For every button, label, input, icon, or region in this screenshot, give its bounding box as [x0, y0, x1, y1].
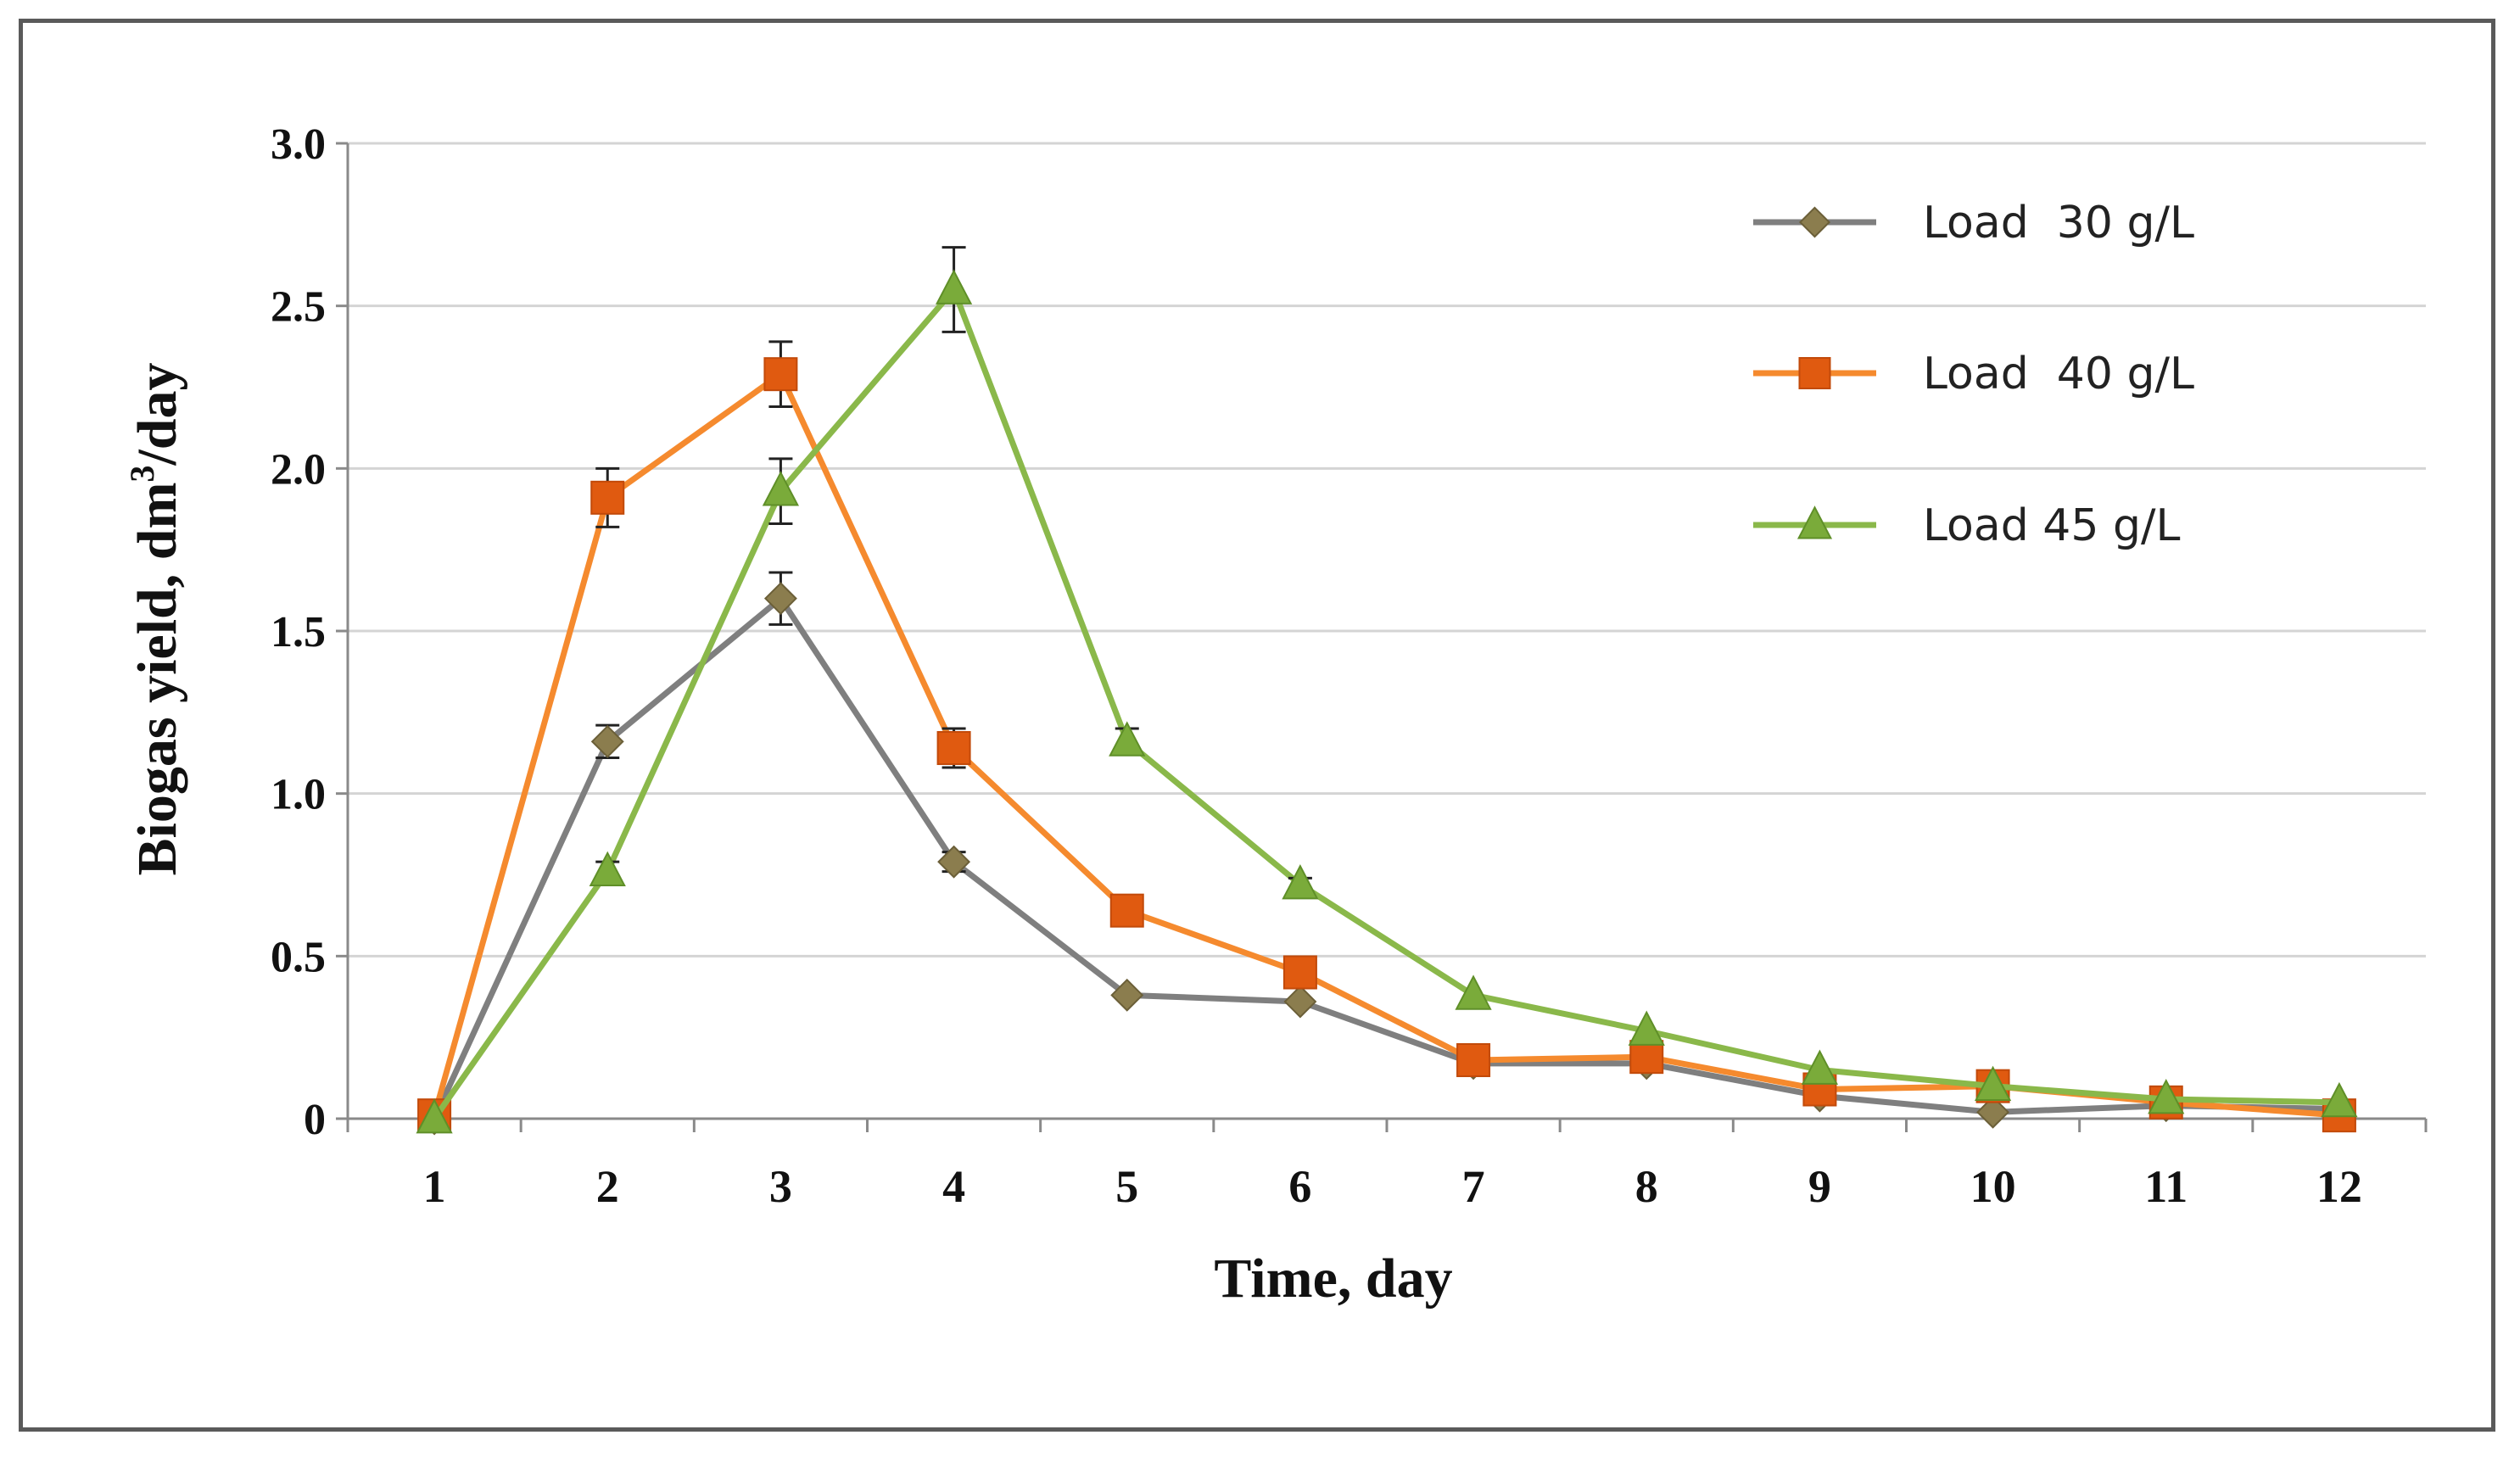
data-point-3-9: [1801, 1049, 1839, 1085]
x-tick-label-11: 11: [2144, 1161, 2188, 1212]
x-tick-label-2: 2: [596, 1161, 619, 1212]
data-point-2-3: [763, 357, 798, 392]
x-tick-label-9: 9: [1808, 1161, 1831, 1212]
y-tick-label-6: 3.0: [271, 120, 326, 169]
y-tick-label-4: 2.0: [271, 445, 326, 494]
y-axis-title-end: /day: [126, 363, 188, 466]
data-point-2-4: [936, 731, 971, 765]
legend-item-3: Load 45 g/L: [1753, 500, 2180, 551]
legend-marker-2: [1798, 357, 1831, 389]
series-line-2: [431, 371, 2340, 1119]
y-tick-label-3: 1.5: [271, 608, 326, 656]
data-point-1-2: [590, 724, 624, 758]
legend-label-3: Load 45 g/L: [1923, 500, 2180, 551]
x-tick-label-5: 5: [1115, 1161, 1138, 1212]
x-tick-label-1: 1: [423, 1161, 446, 1212]
data-point-1-4: [937, 845, 971, 879]
series-3: [416, 246, 2358, 1134]
series-line-1: [431, 595, 2339, 1120]
gridlines: [348, 142, 2426, 958]
legend-item-1: Load 30 g/L: [1753, 198, 2194, 248]
x-tick-label-6: 6: [1288, 1161, 1311, 1212]
y-tick-label-5: 2.5: [271, 283, 326, 332]
legend: Load 30 g/L Load 40 g/L Load 45 g/L: [1753, 198, 2194, 551]
series-layer: [416, 246, 2358, 1136]
data-point-3-6: [1282, 863, 1319, 900]
y-tick-label-1: 0.5: [271, 933, 326, 981]
data-point-3-1: [416, 1097, 453, 1134]
data-point-1-10: [1976, 1095, 2010, 1129]
x-tick-label-8: 8: [1635, 1161, 1658, 1212]
x-tick-label-12: 12: [2316, 1161, 2362, 1212]
series-line-3: [432, 287, 2339, 1121]
series-1: [417, 571, 2356, 1136]
data-point-1-5: [1110, 978, 1144, 1012]
chart-frame: 0 0.5 1.0 1.5 2.0 2.5 3.0 1 2 3 4 5 6 7 8 9 10 11 12 Load…: [19, 19, 2495, 1432]
y-axis-ticks: 0 0.5 1.0 1.5 2.0 2.5 3.0: [271, 120, 348, 1144]
legend-marker-3: [1796, 505, 1833, 539]
x-tick-label-4: 4: [942, 1161, 965, 1212]
data-point-3-4: [935, 269, 973, 304]
x-axis-ticks: 1 2 3 4 5 6 7 8 9 10 11 12: [346, 1119, 2428, 1212]
data-point-3-11: [2148, 1078, 2185, 1114]
data-point-3-3: [762, 471, 800, 506]
data-point-2-5: [1109, 893, 1144, 928]
x-tick-label-3: 3: [769, 1161, 792, 1212]
y-tick-label-2: 1.0: [271, 771, 326, 819]
y-axis-title: Biogas yield, dm3/day: [123, 363, 188, 876]
line-chart: 00.51.01.52.02.53.0 1 2 3 4 5 6 7 8 9 10 11 12 Load…: [123, 120, 2428, 1309]
legend-label-1: Load 30 g/L: [1923, 198, 2194, 248]
x-tick-label-7: 7: [1462, 1161, 1485, 1212]
data-point-2-6: [1282, 955, 1317, 990]
y-tick-label-0: 0: [304, 1096, 326, 1144]
y-axis-title-superscript: 3: [123, 466, 161, 483]
y-axis-title-main: Biogas yield, dm: [126, 483, 188, 876]
data-point-3-5: [1109, 721, 1146, 757]
data-point-1-6: [1283, 985, 1317, 1019]
series-2: [417, 340, 2356, 1133]
x-axis-title: Time, day: [1214, 1248, 1452, 1309]
data-point-3-7: [1455, 974, 1492, 1010]
data-point-3-2: [589, 851, 626, 887]
data-point-3-12: [2321, 1081, 2358, 1118]
data-point-3-8: [1628, 1010, 1665, 1046]
data-point-2-2: [590, 480, 625, 515]
data-point-2-7: [1456, 1043, 1491, 1077]
x-tick-label-10: 10: [1970, 1161, 2016, 1212]
legend-label-2: Load 40 g/L: [1923, 349, 2194, 399]
legend-item-2: Load 40 g/L: [1753, 349, 2194, 399]
data-point-1-3: [763, 582, 797, 616]
data-point-3-10: [1974, 1065, 2012, 1102]
legend-marker-1: [1798, 206, 1831, 238]
